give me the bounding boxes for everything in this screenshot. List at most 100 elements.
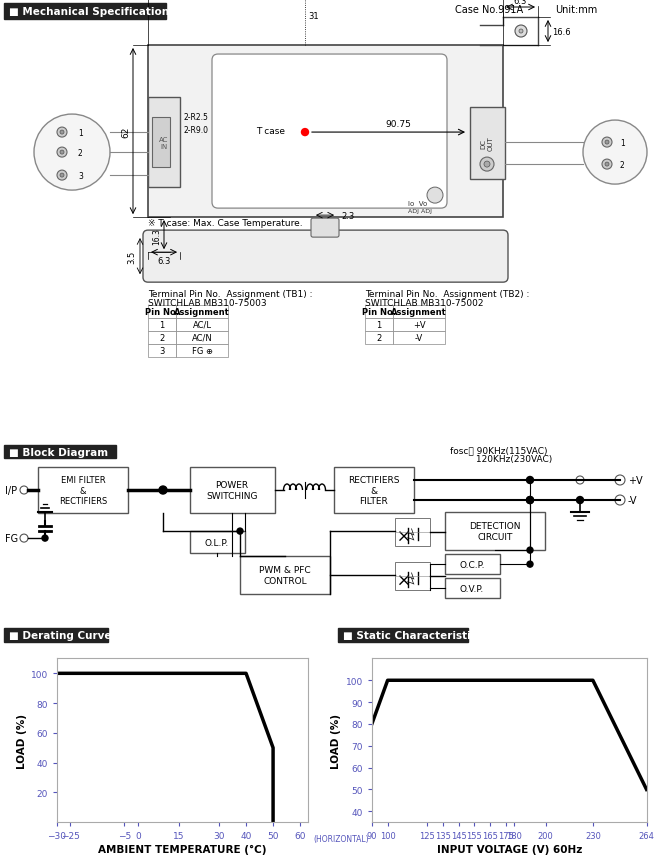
Circle shape bbox=[237, 529, 243, 535]
Bar bbox=[176, 344, 228, 358]
Bar bbox=[38, 468, 128, 513]
Text: Assignment: Assignment bbox=[391, 307, 447, 316]
Text: Pin No.: Pin No. bbox=[145, 307, 179, 316]
Bar bbox=[190, 468, 275, 513]
Text: ■ Mechanical Specification: ■ Mechanical Specification bbox=[9, 7, 169, 17]
Bar bbox=[445, 512, 545, 550]
Circle shape bbox=[427, 188, 443, 204]
Text: EMI FILTER
&
RECTIFIERS: EMI FILTER & RECTIFIERS bbox=[59, 475, 107, 505]
Text: AC/L: AC/L bbox=[192, 320, 212, 329]
Circle shape bbox=[576, 497, 584, 504]
Bar bbox=[148, 46, 503, 218]
FancyBboxPatch shape bbox=[4, 445, 116, 458]
Text: 3: 3 bbox=[159, 346, 165, 356]
Text: 90.75: 90.75 bbox=[385, 120, 411, 129]
Circle shape bbox=[527, 561, 533, 567]
X-axis label: INPUT VOLTAGE (V) 60Hz: INPUT VOLTAGE (V) 60Hz bbox=[437, 845, 582, 854]
FancyBboxPatch shape bbox=[338, 628, 468, 642]
Text: Terminal Pin No.  Assignment (TB1) :: Terminal Pin No. Assignment (TB1) : bbox=[148, 290, 312, 299]
Text: T case: T case bbox=[256, 127, 285, 135]
Circle shape bbox=[527, 497, 533, 504]
Circle shape bbox=[57, 148, 67, 158]
Text: 1: 1 bbox=[377, 320, 382, 329]
Text: (HORIZONTAL): (HORIZONTAL) bbox=[313, 833, 369, 843]
Y-axis label: LOAD (%): LOAD (%) bbox=[332, 713, 342, 768]
Bar bbox=[395, 562, 430, 591]
Y-axis label: LOAD (%): LOAD (%) bbox=[17, 713, 27, 768]
Circle shape bbox=[480, 158, 494, 172]
Text: 2: 2 bbox=[159, 333, 165, 343]
Text: +V: +V bbox=[628, 475, 643, 486]
Text: 3.5: 3.5 bbox=[127, 251, 137, 263]
Text: 2.3: 2.3 bbox=[341, 211, 354, 220]
Text: O.L.P.: O.L.P. bbox=[205, 538, 229, 547]
Text: 2-R9.0: 2-R9.0 bbox=[184, 126, 209, 135]
Circle shape bbox=[602, 138, 612, 148]
Circle shape bbox=[605, 141, 609, 145]
Bar bbox=[365, 319, 393, 331]
Circle shape bbox=[34, 115, 110, 191]
Bar bbox=[393, 319, 445, 331]
Bar bbox=[148, 331, 176, 344]
Text: Io  Vo: Io Vo bbox=[408, 201, 427, 207]
Bar bbox=[393, 306, 445, 319]
Circle shape bbox=[602, 160, 612, 170]
Text: Pin No.: Pin No. bbox=[362, 307, 396, 316]
Text: POWER
SWITCHING: POWER SWITCHING bbox=[206, 480, 258, 500]
Bar bbox=[148, 306, 176, 319]
Text: -V: -V bbox=[415, 333, 423, 343]
Circle shape bbox=[159, 486, 167, 494]
Text: 31: 31 bbox=[308, 11, 319, 21]
Circle shape bbox=[605, 163, 609, 167]
Text: FG: FG bbox=[5, 534, 18, 543]
Text: ■ Derating Curve: ■ Derating Curve bbox=[9, 630, 111, 640]
Bar bbox=[470, 108, 505, 180]
Circle shape bbox=[576, 476, 584, 485]
Text: SWITCHLAB MB310-75002: SWITCHLAB MB310-75002 bbox=[365, 299, 484, 307]
Bar bbox=[176, 319, 228, 331]
FancyBboxPatch shape bbox=[311, 219, 339, 238]
Text: 6.3: 6.3 bbox=[513, 0, 527, 6]
Circle shape bbox=[42, 536, 48, 542]
Circle shape bbox=[527, 477, 533, 484]
Text: 2: 2 bbox=[377, 333, 382, 343]
Text: 1: 1 bbox=[620, 139, 624, 147]
X-axis label: AMBIENT TEMPERATURE (°C): AMBIENT TEMPERATURE (°C) bbox=[98, 845, 267, 854]
Text: O.V.P.: O.V.P. bbox=[460, 584, 484, 593]
Text: RECTIFIERS
&
FILTER: RECTIFIERS & FILTER bbox=[348, 475, 400, 505]
Text: Assignment: Assignment bbox=[174, 307, 230, 316]
Text: I/P: I/P bbox=[5, 486, 17, 495]
Text: 16.6: 16.6 bbox=[552, 28, 571, 36]
Text: ■ Static Characteristics: ■ Static Characteristics bbox=[343, 630, 483, 640]
Bar bbox=[445, 579, 500, 598]
Circle shape bbox=[615, 475, 625, 486]
Text: 2: 2 bbox=[620, 160, 624, 170]
Circle shape bbox=[583, 121, 647, 185]
Circle shape bbox=[60, 131, 64, 135]
Bar bbox=[240, 556, 330, 594]
Circle shape bbox=[519, 30, 523, 34]
Text: FG ⊕: FG ⊕ bbox=[192, 346, 212, 356]
Text: -V: -V bbox=[628, 495, 637, 505]
FancyBboxPatch shape bbox=[4, 628, 108, 642]
Text: 6.3: 6.3 bbox=[157, 257, 171, 265]
FancyBboxPatch shape bbox=[4, 4, 166, 20]
Text: Unit:mm: Unit:mm bbox=[555, 5, 597, 15]
Text: 2: 2 bbox=[78, 148, 83, 158]
Bar bbox=[334, 468, 414, 513]
Bar bbox=[395, 518, 430, 547]
Circle shape bbox=[20, 535, 28, 542]
Text: O.C.P.: O.C.P. bbox=[459, 560, 485, 569]
Text: DETECTION
CIRCUIT: DETECTION CIRCUIT bbox=[469, 522, 521, 542]
Text: ※ T case: Max. Case Temperature.: ※ T case: Max. Case Temperature. bbox=[148, 219, 303, 228]
Text: fosc： 90KHz(115VAC): fosc： 90KHz(115VAC) bbox=[450, 446, 547, 455]
Circle shape bbox=[515, 26, 527, 38]
Text: 2-R2.5: 2-R2.5 bbox=[184, 113, 209, 122]
Bar bbox=[148, 344, 176, 358]
Circle shape bbox=[60, 151, 64, 155]
Text: 1: 1 bbox=[78, 128, 83, 138]
Circle shape bbox=[527, 497, 533, 504]
Text: ADJ ADJ: ADJ ADJ bbox=[408, 209, 432, 214]
Bar bbox=[365, 306, 393, 319]
Bar bbox=[148, 319, 176, 331]
